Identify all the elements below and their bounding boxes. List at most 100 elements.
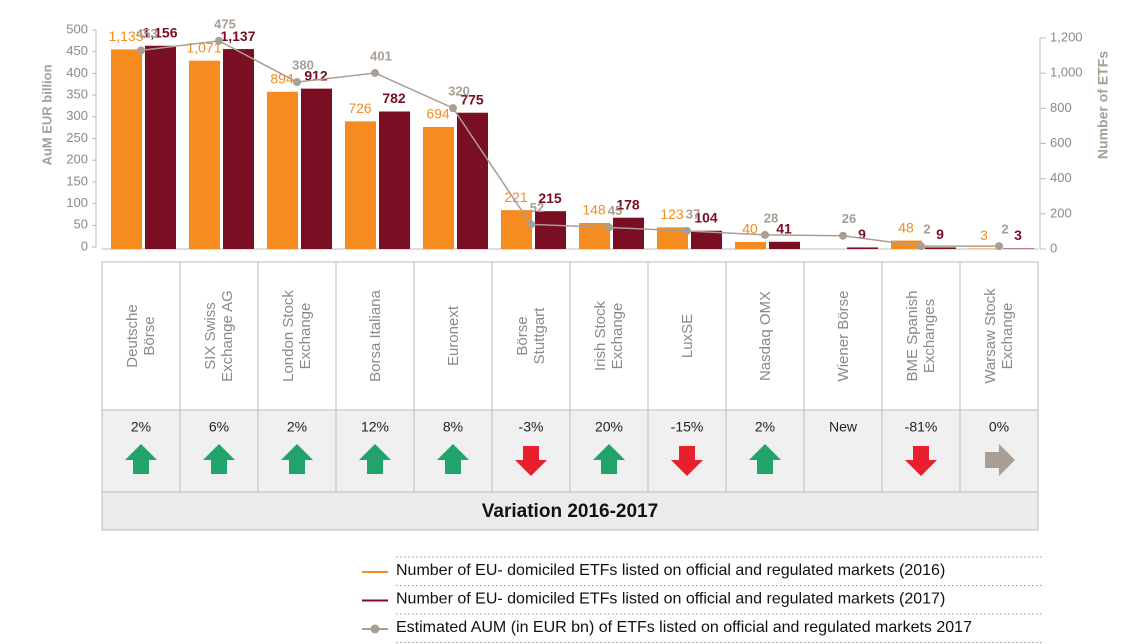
aum-value-label: 453 — [136, 26, 158, 41]
bar — [735, 241, 766, 249]
bar — [111, 49, 142, 249]
bar — [535, 211, 566, 249]
bar — [613, 217, 644, 249]
category-text: Warsaw Stock Exchange — [982, 288, 1016, 384]
bar — [189, 60, 220, 250]
bar-value-label: 9 — [936, 226, 944, 242]
arrow-up — [593, 444, 625, 474]
variation-footer — [101, 491, 1039, 531]
bar-value-label: 40 — [742, 221, 758, 237]
variation-label: -81% — [905, 419, 938, 435]
arrow-up — [125, 444, 157, 474]
bar — [1003, 248, 1034, 249]
bar-value-label: 104 — [694, 209, 718, 225]
category-text: Nasdaq OMX — [756, 290, 774, 382]
variation-label: 0% — [989, 419, 1009, 435]
bar — [657, 227, 688, 249]
variation-cell — [803, 409, 883, 493]
category-label: Euronext — [418, 271, 488, 401]
bar — [769, 241, 800, 249]
bar-value-label: 894 — [270, 71, 294, 87]
y-tick-label: 0 — [81, 238, 88, 253]
aum-value-label: 26 — [842, 211, 856, 226]
aum-value-label: 45 — [608, 203, 622, 218]
aum-point — [293, 78, 301, 87]
category-text: BME Spanish Exchanges — [904, 290, 938, 382]
variation-label: 8% — [443, 419, 463, 435]
category-cell — [257, 261, 337, 411]
aum-point — [995, 242, 1003, 251]
bar — [457, 112, 488, 250]
variation-label: New — [829, 419, 858, 435]
y2-tick-label: 600 — [1050, 135, 1072, 150]
category-label: LuxSE — [652, 271, 722, 401]
aum-value-label: 37 — [686, 206, 700, 221]
y2-tick-label: 1,200 — [1050, 29, 1083, 44]
aum-point — [605, 223, 613, 232]
bar-value-label: 178 — [616, 196, 640, 212]
arrow-down — [671, 446, 703, 476]
arrow-flat — [985, 444, 1015, 476]
legend-marker — [370, 624, 380, 634]
y2-tick-label: 0 — [1050, 240, 1057, 255]
y2-tick-label: 1,000 — [1050, 65, 1083, 80]
aum-value-label: 380 — [292, 58, 314, 73]
arrow-up — [437, 444, 469, 474]
category-label: BME Spanish Exchanges — [886, 271, 956, 401]
category-cell — [803, 261, 883, 411]
aum-point — [839, 231, 847, 240]
aum-point — [215, 36, 223, 45]
category-label: Deutsche Börse — [106, 271, 176, 401]
y-tick-label: 250 — [66, 130, 88, 145]
y-tick-label: 350 — [66, 87, 88, 102]
category-cell — [959, 261, 1039, 411]
aum-point — [761, 230, 769, 239]
aum-point — [137, 46, 145, 55]
aum-value-label: 320 — [448, 84, 470, 99]
aum-line — [140, 40, 999, 247]
legend-label: Estimated AUM (in EUR bn) of ETFs listed… — [396, 619, 972, 636]
category-label: Börse Stuttgart — [496, 271, 566, 401]
category-text: Börse Stuttgart — [514, 307, 548, 365]
y-axis-title: AuM EUR billion — [39, 64, 54, 165]
arrow-down — [515, 446, 547, 476]
category-label: London Stock Exchange — [262, 271, 332, 401]
bar — [345, 121, 376, 249]
bar-value-label: 782 — [382, 90, 406, 106]
bar-value-label: 48 — [898, 219, 914, 235]
bar — [501, 210, 532, 249]
y-tick-label: 400 — [66, 65, 88, 80]
category-text: Euronext — [444, 305, 462, 367]
aum-value-label: 52 — [530, 200, 544, 215]
aum-point — [917, 242, 925, 251]
bar — [969, 248, 1000, 249]
bar-value-label: 694 — [426, 106, 450, 122]
arrow-up — [203, 444, 235, 474]
bar — [223, 49, 254, 249]
y2-tick-label: 200 — [1050, 205, 1072, 220]
category-label: Nasdaq OMX — [730, 271, 800, 401]
bar — [847, 247, 878, 249]
bar-value-label: 9 — [858, 226, 866, 242]
variation-label: 2% — [287, 419, 307, 435]
variation-label: 2% — [131, 419, 151, 435]
category-cell — [881, 261, 961, 411]
y-tick-label: 50 — [74, 217, 88, 232]
bar-value-label: 123 — [660, 206, 684, 222]
bar — [301, 88, 332, 249]
category-cell — [491, 261, 571, 411]
category-text: Irish Stock Exchange — [592, 300, 626, 372]
category-label: Warsaw Stock Exchange — [964, 271, 1034, 401]
y2-tick-label: 400 — [1050, 170, 1072, 185]
category-text: SIX Swiss Exchange AG — [202, 290, 236, 382]
arrow-up — [749, 444, 781, 474]
bar-value-label: 3 — [1014, 227, 1022, 243]
category-text: Wiener Börse — [834, 290, 852, 382]
bar — [691, 230, 722, 249]
y-tick-label: 450 — [66, 43, 88, 58]
y-tick-label: 500 — [66, 21, 88, 36]
y-tick-label: 200 — [66, 152, 88, 167]
category-label: Wiener Börse — [808, 271, 878, 401]
